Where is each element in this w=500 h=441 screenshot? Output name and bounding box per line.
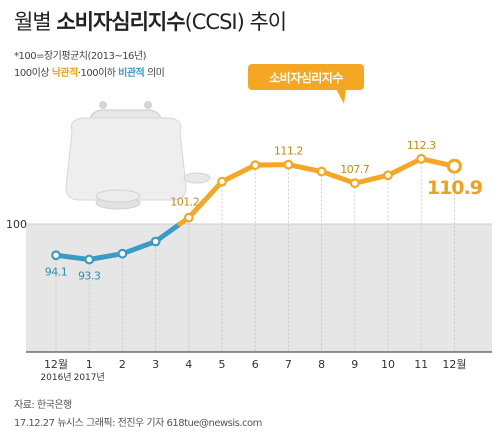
data-point	[250, 160, 261, 171]
data-point	[51, 250, 61, 261]
x-tick-label: 1	[86, 358, 93, 371]
purse-knob-shape	[144, 101, 152, 109]
data-point	[316, 166, 327, 177]
note-meaning-c: 의미	[146, 68, 165, 79]
x-tick-label: 11	[414, 358, 428, 371]
data-point	[383, 170, 393, 181]
data-label: 101.2	[170, 196, 199, 209]
series-callout-pointer	[336, 89, 346, 104]
data-label: 111.2	[274, 145, 303, 158]
note-optimistic: 낙관적	[51, 68, 79, 79]
source-text: 자료: 한국은행	[14, 400, 72, 411]
data-label: 93.3	[78, 270, 101, 283]
chart-title: 월별 소비자심리지수(CCSI) 추이	[14, 6, 288, 36]
purse-knob-shape	[99, 101, 107, 109]
year-label-2016: 2016년	[40, 372, 71, 383]
x-tick-label: 2	[119, 358, 126, 371]
x-tick-label: 8	[318, 358, 325, 371]
x-tick-label: 12월	[44, 358, 68, 371]
title-suffix: (CCSI) 추이	[184, 10, 288, 34]
x-tick-label: 9	[351, 358, 358, 371]
purse-illustration	[65, 101, 211, 210]
reference-line-label: 100	[6, 218, 27, 231]
note-meaning-a: 100이상	[14, 68, 50, 79]
x-tick-label: 4	[185, 358, 192, 371]
credit-text: 17.12.27 뉴시스 그래픽: 전진우 기자 618tue@newsis.c…	[14, 418, 262, 429]
note-pessimistic: 비관적	[118, 68, 145, 79]
data-point	[183, 212, 194, 223]
x-tick-label: 5	[219, 358, 226, 371]
note-meaning-b: ·100이하	[77, 68, 116, 79]
series-callout-box	[248, 64, 364, 90]
data-label: 107.7	[340, 163, 369, 176]
data-point	[416, 153, 427, 164]
data-point	[217, 176, 227, 187]
data-point	[283, 159, 294, 170]
x-tick-label: 6	[252, 358, 259, 371]
data-label-latest: 110.9	[427, 177, 482, 199]
below-reference-band	[26, 224, 492, 352]
x-tick-label: 10	[381, 358, 395, 371]
title-bold: 소비자심리지수	[56, 10, 185, 34]
year-label-2017: 2017년	[74, 372, 105, 383]
series-callout-label: 소비자심리지수	[269, 70, 343, 85]
title-prefix: 월별	[14, 10, 52, 34]
coin-shape	[183, 172, 211, 184]
data-point	[84, 254, 95, 265]
data-label: 112.3	[407, 139, 436, 152]
note-meaning: 100이상 낙관적·100이하 비관적 의미	[14, 64, 165, 79]
data-point	[150, 236, 161, 247]
x-tick-label: 12월	[442, 358, 466, 371]
data-point	[117, 248, 128, 259]
data-point	[446, 158, 462, 174]
note-baseline: *100=장기평균치(2013~16년)	[14, 51, 147, 62]
data-label: 94.1	[45, 265, 68, 278]
data-point	[349, 178, 360, 189]
series-line-above-100	[177, 156, 457, 227]
x-tick-label: 3	[152, 358, 159, 371]
series-callout: 소비자심리지수	[248, 64, 364, 104]
x-tick-label: 7	[285, 358, 292, 371]
purse-body-shape	[65, 117, 187, 201]
coin-shape	[95, 189, 141, 203]
